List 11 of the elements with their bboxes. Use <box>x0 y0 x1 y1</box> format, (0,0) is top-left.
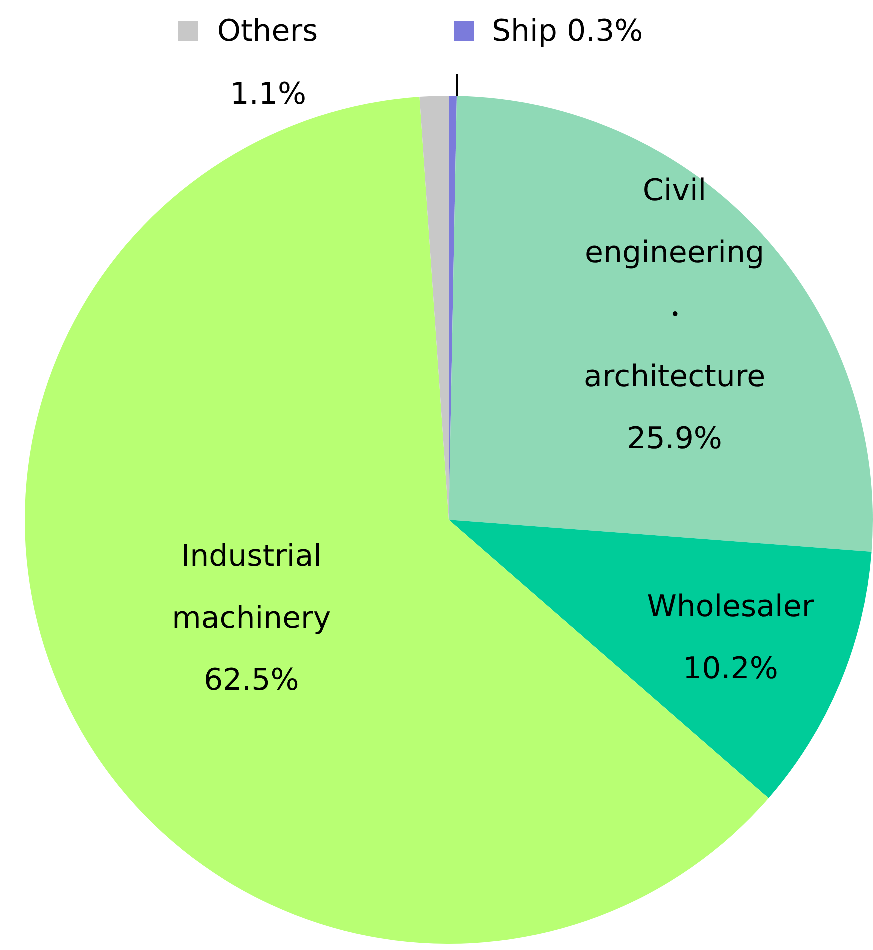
pie-slice <box>449 96 872 552</box>
legend-label: Others <box>217 14 318 49</box>
slice-label: Wholesaler <box>647 590 815 625</box>
data-label: 62.5% <box>204 663 300 698</box>
slice-label: Industrial machinery <box>172 539 332 636</box>
data-label: 25.9% <box>627 422 722 457</box>
data-label: 1.1% <box>230 77 306 112</box>
pie-slice <box>449 520 872 798</box>
legend-label: Ship 0.3% <box>492 14 644 49</box>
slice-label: Civil engineering ・ architecture <box>584 174 766 395</box>
data-label: 10.2% <box>683 652 778 687</box>
